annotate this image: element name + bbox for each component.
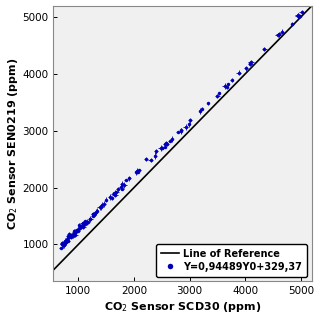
Legend: Line of Reference, Y=0,94489Y0+329,37: Line of Reference, Y=0,94489Y0+329,37 <box>156 244 307 276</box>
X-axis label: CO$_2$ Sensor SCD30 (ppm): CO$_2$ Sensor SCD30 (ppm) <box>104 300 261 315</box>
Y-axis label: CO$_2$ Sensor SEN0219 (ppm): CO$_2$ Sensor SEN0219 (ppm) <box>5 57 20 230</box>
